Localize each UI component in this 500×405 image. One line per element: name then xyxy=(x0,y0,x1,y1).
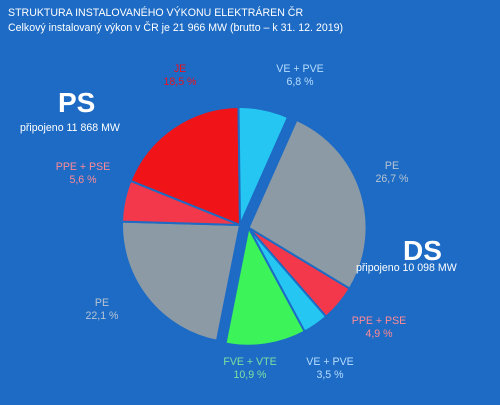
pie-slice-ps-ve-pve xyxy=(237,106,290,226)
label-ps-pe: PE 22,1 % xyxy=(85,297,119,322)
label-ps-je: JE 18,5 % xyxy=(163,63,197,88)
ps-title: PS xyxy=(58,87,96,118)
chart-title: STRUKTURA INSTALOVANÉHO VÝKONU ELEKTRÁRE… xyxy=(8,7,304,19)
label-ds-ppe-pse: PPE + PSE 4,9 % xyxy=(351,315,407,340)
pie-slice-ds-fve-vte xyxy=(224,224,306,347)
label-ds-fve-vte: FVE + VTE 10,9 % xyxy=(223,356,277,381)
ps-connected: připojeno 11 868 MW xyxy=(20,122,120,134)
pie-slice-ps-pe xyxy=(121,220,242,342)
ds-connected: připojeno 10 098 MW xyxy=(356,262,457,274)
pie-slice-ps-je xyxy=(129,105,242,227)
pie-slice-ds-pe xyxy=(247,118,368,291)
ds-title: DS xyxy=(403,235,442,266)
label-ps-ve-pve: VE + PVE 6,8 % xyxy=(276,63,324,88)
chart-header: STRUKTURA INSTALOVANÉHO VÝKONU ELEKTRÁRE… xyxy=(8,6,343,36)
label-ds-pe: PE 26,7 % xyxy=(375,160,409,185)
chart-subtitle: Celkový instalovaný výkon v ČR je 21 966… xyxy=(8,22,344,34)
label-ds-ve-pve: VE + PVE 3,5 % xyxy=(306,356,354,381)
label-ps-ppe-pse: PPE + PSE 5,6 % xyxy=(55,161,111,186)
